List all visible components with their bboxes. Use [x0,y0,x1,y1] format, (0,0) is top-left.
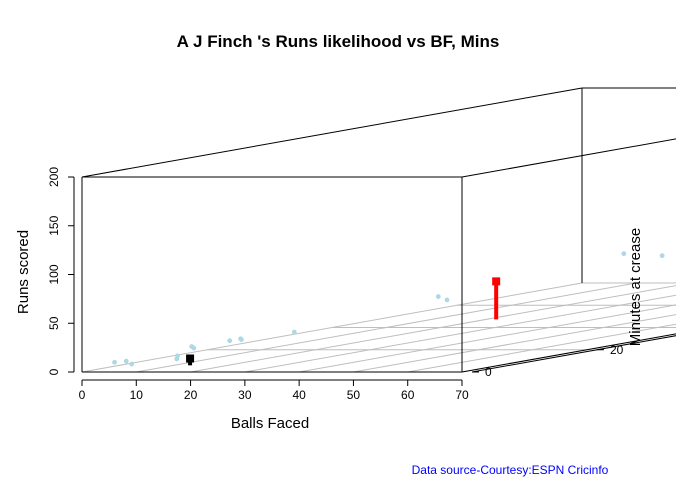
data-point [227,338,233,344]
x-tick-label: 10 [130,388,144,402]
data-point [291,329,297,335]
y-tick-label: 0 [47,368,61,375]
y-tick-label: 200 [47,167,61,187]
data-point [621,251,627,257]
box-edge [461,138,676,178]
z-axis-line [471,335,676,373]
x-tick-label: 0 [79,388,86,402]
axes: 010203040506070050100150200020406080 [47,167,676,402]
x-tick-label: 40 [292,388,306,402]
data-point [191,345,197,351]
data-point [659,253,665,259]
x-tick-label: 20 [184,388,198,402]
floor-grid [81,282,676,373]
data-point [174,356,180,362]
data-point [123,358,129,364]
data-point [238,336,243,342]
source-note: Data source-Courtesy:ESPN Cricinfo [412,463,609,477]
x-axis-label: Balls Faced [231,415,309,432]
bounding-box [81,87,676,373]
y-tick-label: 100 [47,264,61,284]
highlight-marker [186,354,195,363]
highlight-marker [492,277,501,286]
x-tick-label: 60 [401,388,415,402]
box-edge [81,87,583,178]
y-tick-label: 50 [47,316,61,330]
data-points [112,251,665,367]
data-point [129,361,135,367]
x-tick-label: 50 [347,388,361,402]
y-tick-label: 150 [47,215,61,235]
z-tick-label: 0 [485,365,492,379]
z-tick-label: 20 [610,343,624,357]
x-tick-label: 30 [238,388,252,402]
data-point [444,297,450,303]
data-point [435,294,441,299]
data-point [112,359,117,365]
box-edge [461,333,676,373]
chart-title: A J Finch 's Runs likelihood vs BF, Mins [177,32,500,51]
z-axis-label: Minutes at crease [627,228,644,346]
y-axis-label: Runs scored [15,230,32,314]
x-tick-label: 70 [455,388,469,402]
highlight-markers [186,277,501,366]
